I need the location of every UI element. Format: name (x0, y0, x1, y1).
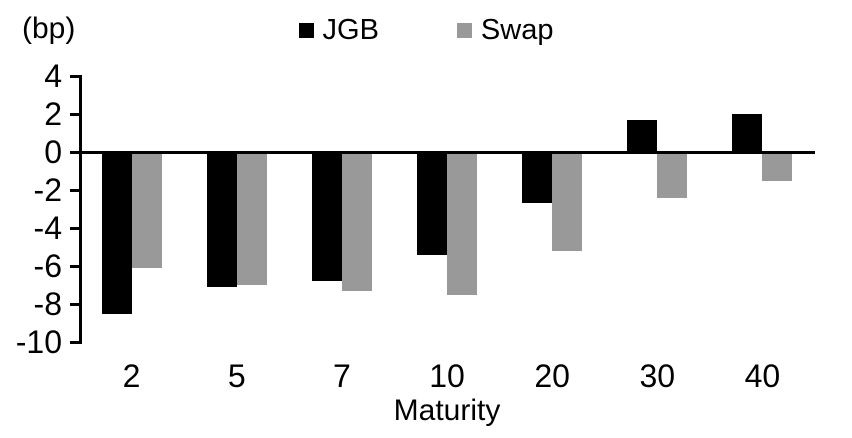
bar-swap-2 (131, 152, 162, 268)
y-tick-mark (70, 302, 79, 306)
y-tick-label: -8 (33, 286, 62, 322)
y-tick-mark (70, 188, 79, 192)
x-tick-label: 5 (227, 358, 246, 394)
jgb-swatch-icon (298, 22, 314, 38)
x-axis-title: Maturity (393, 394, 501, 427)
bar-jgb-40 (732, 114, 763, 152)
bar-jgb-7 (311, 152, 342, 282)
y-tick-label: -6 (33, 248, 62, 284)
y-tick-mark (70, 340, 79, 344)
bar-jgb-5 (206, 152, 237, 287)
legend-label-swap: Swap (480, 14, 554, 46)
bar-swap-30 (657, 152, 688, 198)
y-tick-label: -4 (33, 210, 62, 246)
y-axis-unit-label: (bp) (22, 12, 76, 45)
bar-swap-40 (762, 152, 793, 181)
y-tick-label: 0 (44, 134, 62, 170)
y-tick-mark (70, 74, 79, 78)
bar-jgb-30 (627, 119, 658, 152)
x-tick-label: 30 (639, 358, 676, 394)
y-tick-label: 4 (44, 58, 62, 94)
x-tick-label: 40 (744, 358, 781, 394)
y-axis-line (79, 74, 82, 344)
legend-label-jgb: JGB (322, 14, 379, 46)
bar-swap-7 (341, 152, 372, 291)
y-tick-mark (70, 150, 79, 154)
y-tick-mark (70, 112, 79, 116)
zero-line (79, 150, 815, 154)
y-tick-mark (70, 226, 79, 230)
x-tick-label: 10 (429, 358, 465, 394)
bar-jgb-20 (522, 152, 553, 204)
y-tick-label: 2 (44, 96, 62, 132)
bar-swap-10 (447, 152, 477, 295)
legend-item-swap: Swap (456, 14, 554, 46)
bar-swap-5 (236, 152, 267, 285)
y-tick-label: -2 (33, 172, 62, 208)
x-tick-label: 2 (122, 358, 141, 394)
y-tick-mark (70, 264, 79, 268)
x-tick-label: 20 (534, 358, 570, 394)
x-tick-label: 7 (332, 358, 351, 394)
y-tick-label: -10 (15, 324, 62, 360)
bar-jgb-2 (101, 152, 132, 314)
bar-swap-20 (552, 152, 583, 251)
bar-jgb-10 (417, 152, 447, 255)
legend-item-jgb: JGB (298, 14, 379, 46)
legend: JGB Swap (0, 14, 852, 46)
swap-swatch-icon (456, 22, 472, 38)
